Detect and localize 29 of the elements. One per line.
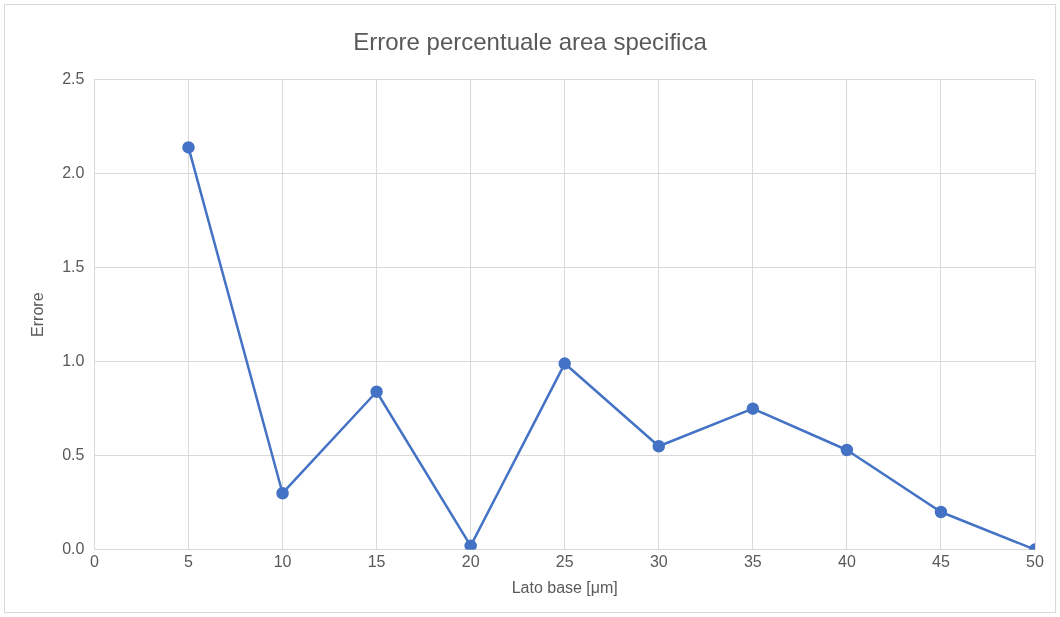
y-tick-label: 0.5	[62, 446, 85, 464]
x-tick-label: 15	[367, 552, 386, 570]
x-tick-label: 5	[184, 552, 194, 570]
y-tick-label: 0.0	[62, 540, 85, 558]
point	[558, 357, 571, 370]
point	[746, 402, 760, 415]
point	[370, 385, 383, 398]
x-tick-label: 45	[932, 552, 950, 570]
y-tick-label: 1.0	[62, 352, 85, 370]
x-tick-label: 40	[837, 552, 856, 570]
chart-title: Errore percentuale area specifica	[353, 28, 708, 56]
point	[934, 505, 948, 519]
x-tick-label: 25	[555, 552, 574, 570]
x-tick-label: 50	[1026, 552, 1044, 570]
y-tick-label: 1.5	[62, 258, 85, 276]
x-tick-label: 20	[461, 552, 480, 570]
point	[276, 486, 289, 500]
point	[464, 539, 477, 550]
x-tick-label: 0	[89, 552, 99, 570]
y-tick-label: 2.0	[62, 164, 85, 182]
y-tick-label: 2.5	[62, 70, 85, 88]
x-tick-label: 10	[273, 552, 292, 570]
point	[182, 141, 195, 154]
y-axis-title: Errore	[29, 292, 47, 337]
point	[840, 443, 854, 457]
x-axis-title: Lato base [μm]	[511, 578, 618, 596]
point	[652, 439, 666, 453]
x-tick-label: 35	[743, 552, 762, 570]
x-tick-label: 30	[649, 552, 668, 570]
